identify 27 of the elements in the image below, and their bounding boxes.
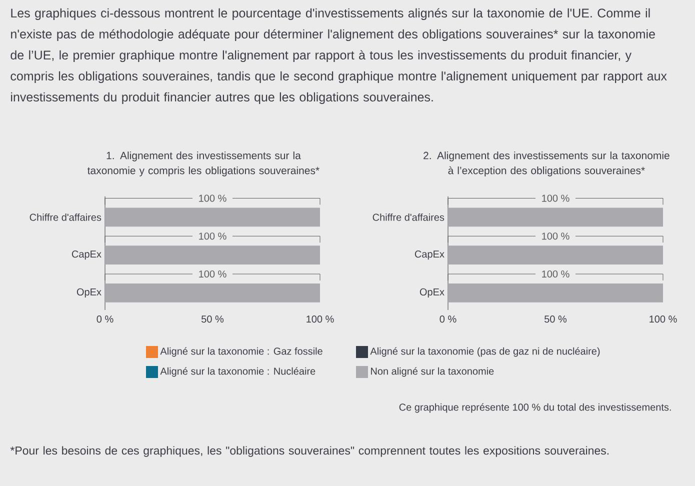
y-tick-label: OpEx <box>76 288 102 298</box>
total-label: 100 % <box>542 194 570 202</box>
total-label: 100 % <box>199 270 226 278</box>
total-label: 100 % <box>199 232 226 240</box>
total-label: 100 % <box>199 194 226 202</box>
y-tick-label: CapEx <box>72 250 102 260</box>
chart-title: 1. Alignement des investissements sur la taxonomie y compris les obligations souveraines* <box>87 152 320 176</box>
total-label: 100 % <box>542 270 570 278</box>
y-tick-label: OpEx <box>420 288 444 298</box>
text: Ce graphique représente 100 % du total des investissements. <box>399 403 671 413</box>
x-tick-label: 50 % <box>544 316 567 323</box>
x-tick-label: 0 % <box>96 316 114 323</box>
text: *Pour les besoins de ces graphiques, les "obligations souveraines" comprennent toutes les expositions souveraines. <box>10 446 609 457</box>
legend-label: Aligné sur la taxonomie : Gaz fossile <box>160 347 322 357</box>
y-tick-label: CapEx <box>414 250 444 260</box>
legend-label: Aligné sur la taxonomie : Nucléaire <box>160 367 316 377</box>
legend-label: Non aligné sur la taxonomie <box>371 367 494 377</box>
x-tick-label: 100 % <box>306 316 334 323</box>
x-tick-label: 100 % <box>650 316 677 323</box>
y-tick-label: Chiffre d'affaires <box>30 214 102 221</box>
x-tick-label: 0 % <box>440 316 456 323</box>
x-tick-label: 50 % <box>202 316 224 323</box>
text: Les graphiques ci-dessous montrent le pourcentage d'investissements alignés sur la taxonomie de l'UE. Comme il n'existe pas de méthodologie adéquate pour déterminer l'alignement des obligations souveraines* sur la taxonomie de l’UE, le premier graphique montre l'alignement par rapport à tous les investissements du produit financier, y compris les obligations souveraines, tandis que le second graphique montre l'alignement uniquement par rapport aux investissements du produit financier autres que les obligations souveraines. <box>10 8 667 104</box>
total-label: 100 % <box>542 232 570 240</box>
legend-label: Aligné sur la taxonomie (pas de gaz ni de nucléaire) <box>370 347 600 357</box>
y-tick-label: Chiffre d'affaires <box>372 214 444 221</box>
chart-title: 2. Alignement des investissements sur la taxonomie à l’exception des obligations souveraines* <box>424 152 670 176</box>
